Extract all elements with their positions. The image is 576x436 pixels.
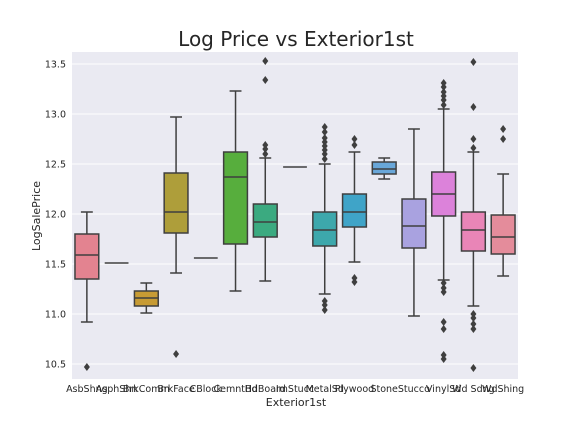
y-tick-label: 12.0: [45, 210, 66, 221]
y-tick-labels: 10.5 11.0 11.5 12.0 12.5 13.0 13.5: [45, 60, 66, 371]
outlier-point: [351, 141, 358, 149]
box-iqr: [163, 172, 189, 234]
x-tick-label: AsbShng: [66, 384, 108, 395]
outlier-point: [83, 363, 90, 371]
box-group-stucco: [401, 128, 427, 317]
x-tick-label: CemntBd: [214, 384, 258, 395]
outlier-point: [321, 134, 328, 142]
x-axis-label: Exterior1st: [266, 396, 327, 409]
box-group-vinylsd: [431, 79, 457, 363]
outlier-point: [351, 135, 358, 143]
x-tick-label: BrkComm: [123, 384, 170, 395]
outlier-point: [321, 128, 328, 136]
box-group-asbshng: [74, 211, 100, 371]
x-tick-label: AsphShn: [96, 384, 138, 395]
box-group-brkcomm: [133, 282, 159, 314]
outlier-point: [440, 79, 447, 87]
outlier-point: [470, 144, 477, 152]
outlier-point: [321, 123, 328, 131]
outlier-point: [262, 141, 269, 149]
x-tick-label: ImStucc: [276, 384, 314, 395]
x-tick-label: VinylSd: [426, 384, 461, 395]
box-iqr: [74, 233, 100, 280]
box-iqr: [490, 214, 516, 255]
x-tick-label: Plywood: [335, 384, 374, 395]
outlier-point: [321, 155, 328, 163]
box-iqr: [460, 211, 487, 252]
x-tick-label: WdShing: [482, 384, 524, 395]
x-tick-label: Wd Sdng: [452, 384, 495, 395]
x-tick-label: MetalSd: [306, 384, 344, 395]
outlier-point: [440, 279, 447, 287]
box-group-cemntbd: [222, 90, 249, 292]
x-tick-labels: AsbShngAsphShnBrkCommBrkFaceCBlockCemntB…: [66, 384, 524, 395]
box-group-plywood: [341, 135, 368, 286]
y-tick-label: 10.5: [45, 360, 66, 371]
outlier-point: [470, 58, 477, 66]
x-tick-label: Stone: [370, 384, 398, 395]
outlier-point: [262, 57, 269, 65]
chart-title: Log Price vs Exterior1st: [178, 27, 414, 51]
outlier-point: [262, 150, 269, 158]
outlier-point: [262, 76, 269, 84]
box-group-stone: [371, 157, 397, 180]
outlier-point: [500, 135, 507, 143]
outlier-point: [440, 88, 447, 96]
box-layer: [74, 57, 516, 372]
box-group-hdboard: [252, 57, 278, 282]
box-iqr: [222, 151, 249, 245]
x-tick-label: HdBoard: [245, 384, 286, 395]
box-iqr: [312, 211, 338, 247]
box-iqr: [252, 203, 278, 238]
outlier-point: [173, 350, 180, 358]
y-tick-label: 13.0: [45, 110, 66, 121]
outlier-point: [440, 318, 447, 326]
box-iqr: [341, 193, 368, 228]
outlier-point: [470, 135, 477, 143]
box-group-metalsd: [312, 123, 338, 314]
outlier-point: [470, 320, 477, 328]
box-iqr: [371, 161, 397, 175]
outlier-point: [470, 364, 477, 372]
box-iqr: [401, 198, 427, 249]
y-tick-label: 13.5: [45, 60, 66, 71]
outlier-point: [351, 274, 358, 282]
outlier-point: [321, 297, 328, 305]
outlier-point: [440, 284, 447, 292]
x-tick-label: Stucco: [398, 384, 430, 395]
y-axis-label: LogSalePrice: [30, 181, 43, 251]
y-tick-label: 11.0: [45, 310, 66, 321]
outlier-point: [440, 325, 447, 333]
y-tick-label: 11.5: [45, 260, 66, 271]
outlier-point: [321, 306, 328, 314]
outlier-point: [440, 101, 447, 109]
box-group-wd-sdng: [460, 58, 487, 372]
x-tick-label: CBlock: [190, 384, 223, 395]
y-tick-label: 12.5: [45, 160, 66, 171]
outlier-point: [500, 125, 507, 133]
box-group-wdshing: [490, 125, 516, 277]
x-tick-label: BrkFace: [157, 384, 195, 395]
box-group-brkface: [163, 116, 189, 358]
outlier-point: [470, 310, 477, 318]
outlier-point: [470, 103, 477, 111]
outlier-point: [440, 351, 447, 359]
outlier-point: [470, 325, 477, 333]
